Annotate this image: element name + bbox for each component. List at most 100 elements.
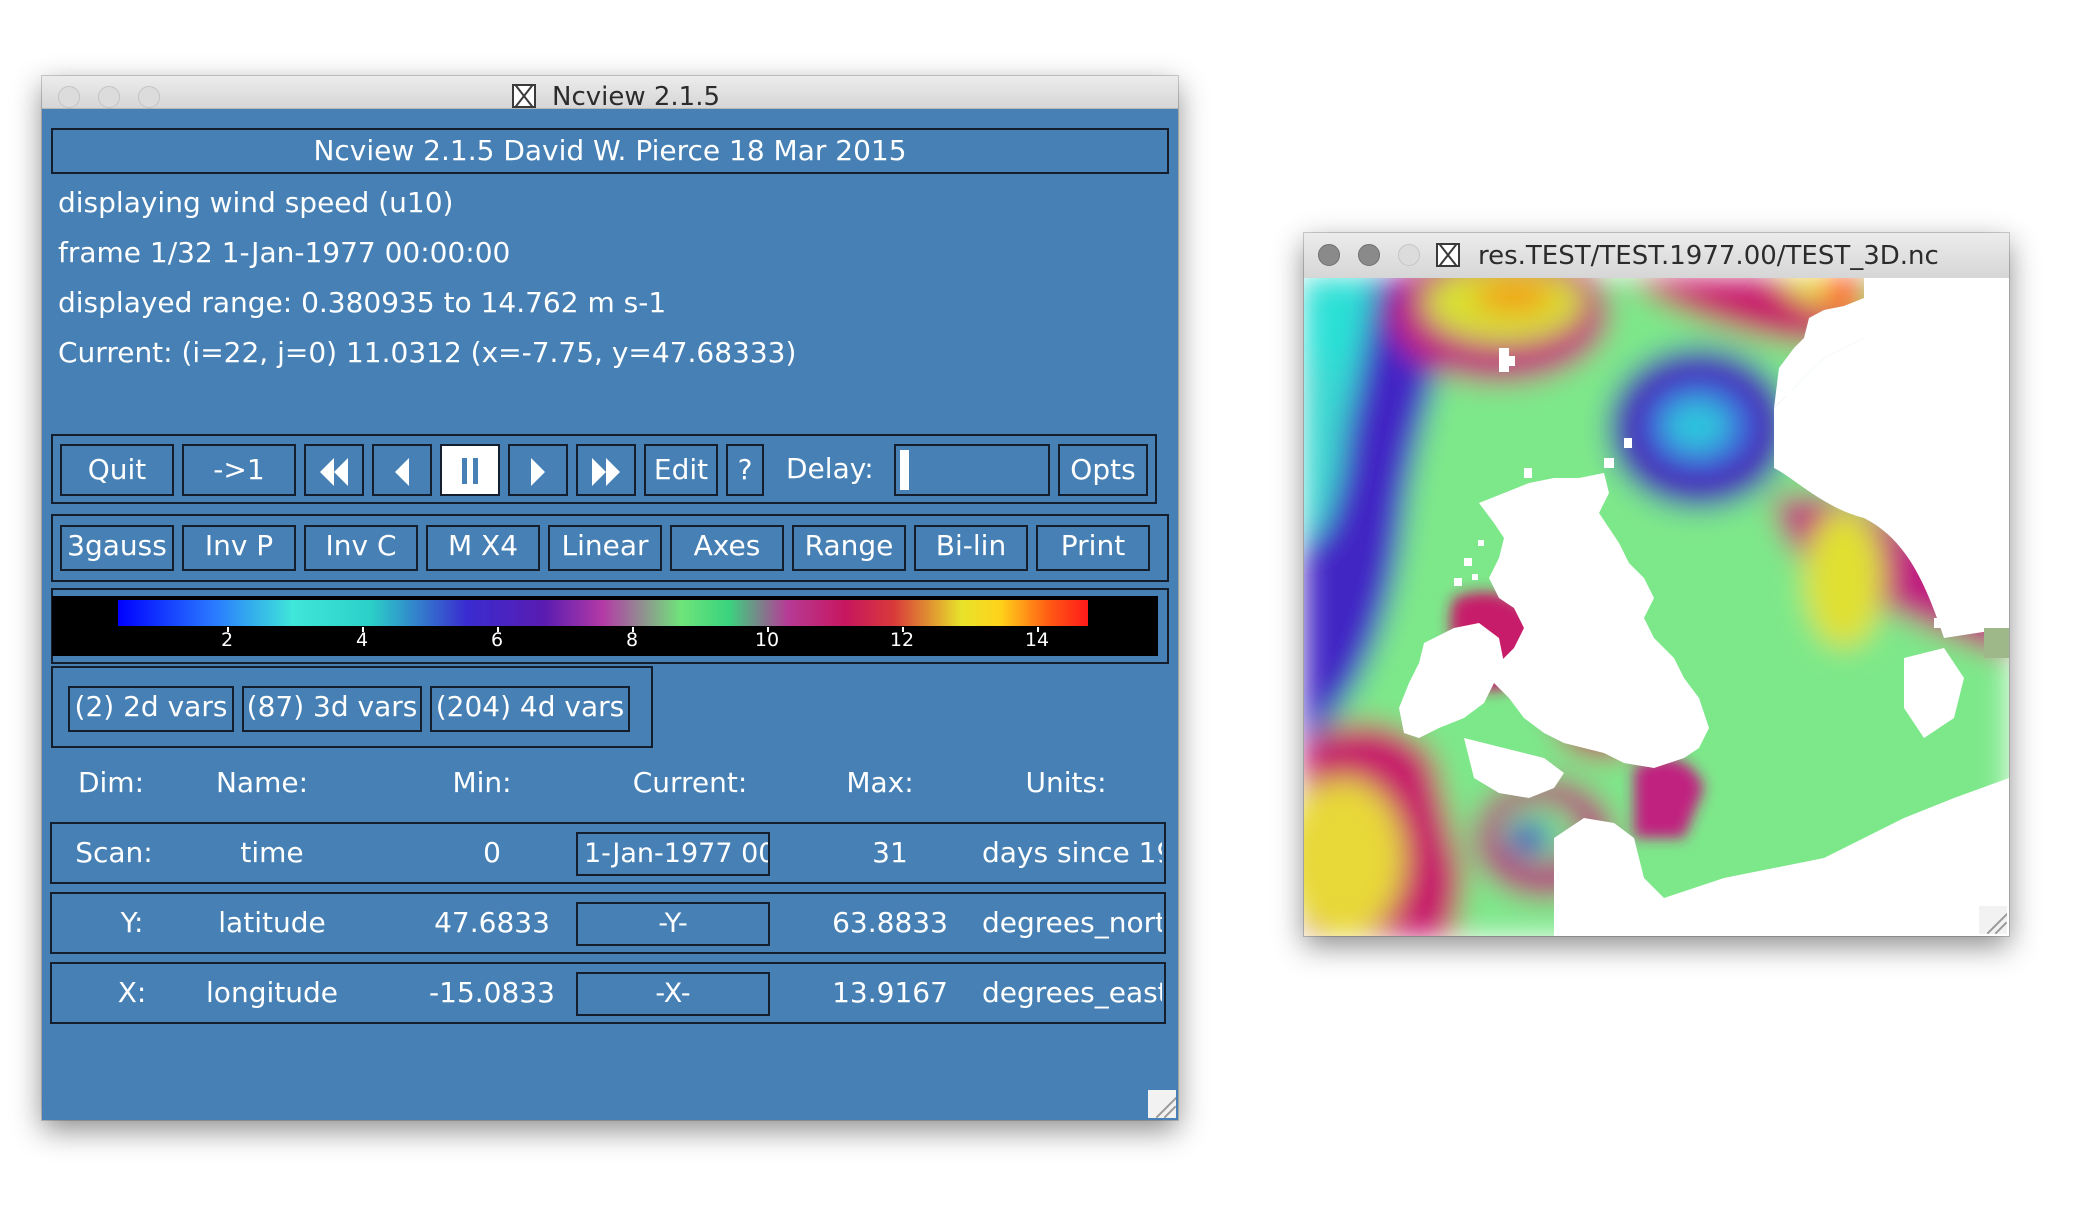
dim-row-x: X: longitude -15.0833 -X- 13.9167 degree… (50, 962, 1166, 1024)
opt-bilin-button[interactable]: Bi-lin (914, 525, 1028, 571)
header-max: Max: (846, 766, 914, 799)
info-range: displayed range: 0.380935 to 14.762 m s-… (58, 286, 667, 319)
opt-mx4-button[interactable]: M X4 (426, 525, 540, 571)
colorbar-gradient (118, 600, 1088, 626)
dim-row-units: degrees_nort (982, 906, 1162, 939)
colorbar-tick-label: 2 (220, 629, 234, 651)
colorbar-tick-label: 4 (355, 629, 369, 651)
delay-label: Delay: (786, 452, 874, 485)
dim-row-y: Y: latitude 47.6833 -Y- 63.8833 degrees_… (50, 892, 1166, 954)
info-current: Current: (i=22, j=0) 11.0312 (x=-7.75, y… (58, 336, 797, 369)
dim-row-min: -15.0833 (429, 976, 555, 1009)
opt-inv-p-button[interactable]: Inv P (182, 525, 296, 571)
header-dim: Dim: (77, 766, 145, 799)
step-back-icon (374, 458, 430, 486)
opt-3gauss-button[interactable]: 3gauss (60, 525, 174, 571)
map-titlebar[interactable]: res.TEST/TEST.1977.00/TEST_3D.nc (1304, 233, 2009, 279)
dim-row-current[interactable]: -Y- (576, 902, 770, 946)
dim-row-dim: Y: (120, 906, 144, 939)
colorbar-tick (227, 627, 229, 632)
dim-row-min: 47.6833 (434, 906, 550, 939)
dim-row-units: degrees_east (982, 976, 1162, 1009)
opt-range-button[interactable]: Range (792, 525, 906, 571)
colorbar-tick-label: 12 (889, 629, 915, 651)
minimize-light[interactable] (1358, 244, 1380, 266)
fast-forward-icon (578, 458, 634, 486)
fast-forward-button[interactable] (576, 444, 636, 496)
colorbar-tick (497, 627, 499, 632)
dim-row-name: time (240, 836, 304, 869)
opt-axes-button[interactable]: Axes (670, 525, 784, 571)
edit-button[interactable]: Edit (644, 444, 718, 496)
map-window: res.TEST/TEST.1977.00/TEST_3D.nc (1304, 233, 2009, 936)
header-min: Min: (452, 766, 512, 799)
dim-row-min: 0 (483, 836, 501, 869)
varset-3d-button[interactable]: (87) 3d vars (242, 686, 422, 732)
x11-icon (512, 84, 536, 108)
colorbar-tick-label: 8 (625, 629, 639, 651)
dim-row-scan: Scan: time 0 1-Jan-1977 00 31 days since… (50, 822, 1166, 884)
colorbar-tick-label: 6 (490, 629, 504, 651)
zoom-light[interactable] (1398, 244, 1420, 266)
x11-icon (1436, 243, 1460, 267)
banner-text: Ncview 2.1.5 David W. Pierce 18 Mar 2015 (313, 134, 907, 167)
wind-speed-map[interactable] (1304, 278, 2009, 936)
banner-box: Ncview 2.1.5 David W. Pierce 18 Mar 2015 (51, 128, 1169, 174)
options-bar (51, 514, 1169, 582)
restart-button[interactable]: ->1 (182, 444, 296, 496)
close-light[interactable] (58, 86, 80, 108)
dim-row-name: latitude (218, 906, 326, 939)
pause-icon (442, 458, 498, 484)
rewind-button[interactable] (304, 444, 364, 496)
colorbar-tick-label: 10 (754, 629, 780, 651)
header-name: Name: (215, 766, 309, 799)
colorbar: 2 4 6 8 10 12 14 (52, 596, 1158, 656)
dim-row-dim: X: (117, 976, 147, 1009)
dim-row-max: 13.9167 (832, 976, 948, 1009)
help-button[interactable]: ? (726, 444, 764, 496)
header-units: Units: (1025, 766, 1107, 799)
dim-row-current[interactable]: 1-Jan-1977 00 (576, 832, 770, 876)
info-frame: frame 1/32 1-Jan-1977 00:00:00 (58, 236, 511, 269)
ncview-titlebar[interactable]: Ncview 2.1.5 (42, 76, 1178, 112)
colorbar-tick (632, 627, 634, 632)
control-bar (51, 434, 1157, 504)
colorbar-tick (362, 627, 364, 632)
wind-speed-field (1304, 278, 2009, 936)
varset-4d-button[interactable]: (204) 4d vars (430, 686, 630, 732)
header-current: Current: (632, 766, 748, 799)
close-light[interactable] (1318, 244, 1340, 266)
ncview-window: Ncview 2.1.5 Ncview 2.1.5 David W. Pierc… (42, 76, 1178, 1120)
dim-row-max: 31 (872, 836, 908, 869)
rewind-icon (306, 458, 362, 486)
map-window-title: res.TEST/TEST.1977.00/TEST_3D.nc (1478, 241, 1939, 271)
quit-button[interactable]: Quit (60, 444, 174, 496)
dim-row-max: 63.8833 (832, 906, 948, 939)
pause-button[interactable] (440, 444, 500, 496)
colorbar-tick (902, 627, 904, 632)
delay-slider-thumb[interactable] (900, 450, 909, 490)
minimize-light[interactable] (98, 86, 120, 108)
resize-grip-icon[interactable] (1979, 906, 2007, 934)
window-title: Ncview 2.1.5 (552, 82, 721, 112)
dim-row-current[interactable]: -X- (576, 972, 770, 1016)
dim-row-units: days since 19 (982, 836, 1162, 869)
step-forward-button[interactable] (508, 444, 568, 496)
opt-inv-c-button[interactable]: Inv C (304, 525, 418, 571)
step-forward-icon (510, 458, 566, 486)
colorbar-tick (1037, 627, 1039, 632)
opt-linear-button[interactable]: Linear (548, 525, 662, 571)
colorbar-tick-label: 14 (1024, 629, 1050, 651)
zoom-light[interactable] (138, 86, 160, 108)
info-displaying: displaying wind speed (u10) (58, 186, 454, 219)
dim-row-name: longitude (206, 976, 338, 1009)
step-back-button[interactable] (372, 444, 432, 496)
dim-row-dim: Scan: (75, 836, 153, 869)
varset-box (51, 666, 653, 748)
colorbar-tick (767, 627, 769, 632)
opts-button[interactable]: Opts (1058, 444, 1148, 496)
opt-print-button[interactable]: Print (1036, 525, 1150, 571)
varset-2d-button[interactable]: (2) 2d vars (68, 686, 234, 732)
delay-slider[interactable] (894, 444, 1050, 496)
resize-grip-icon[interactable] (1148, 1090, 1176, 1118)
